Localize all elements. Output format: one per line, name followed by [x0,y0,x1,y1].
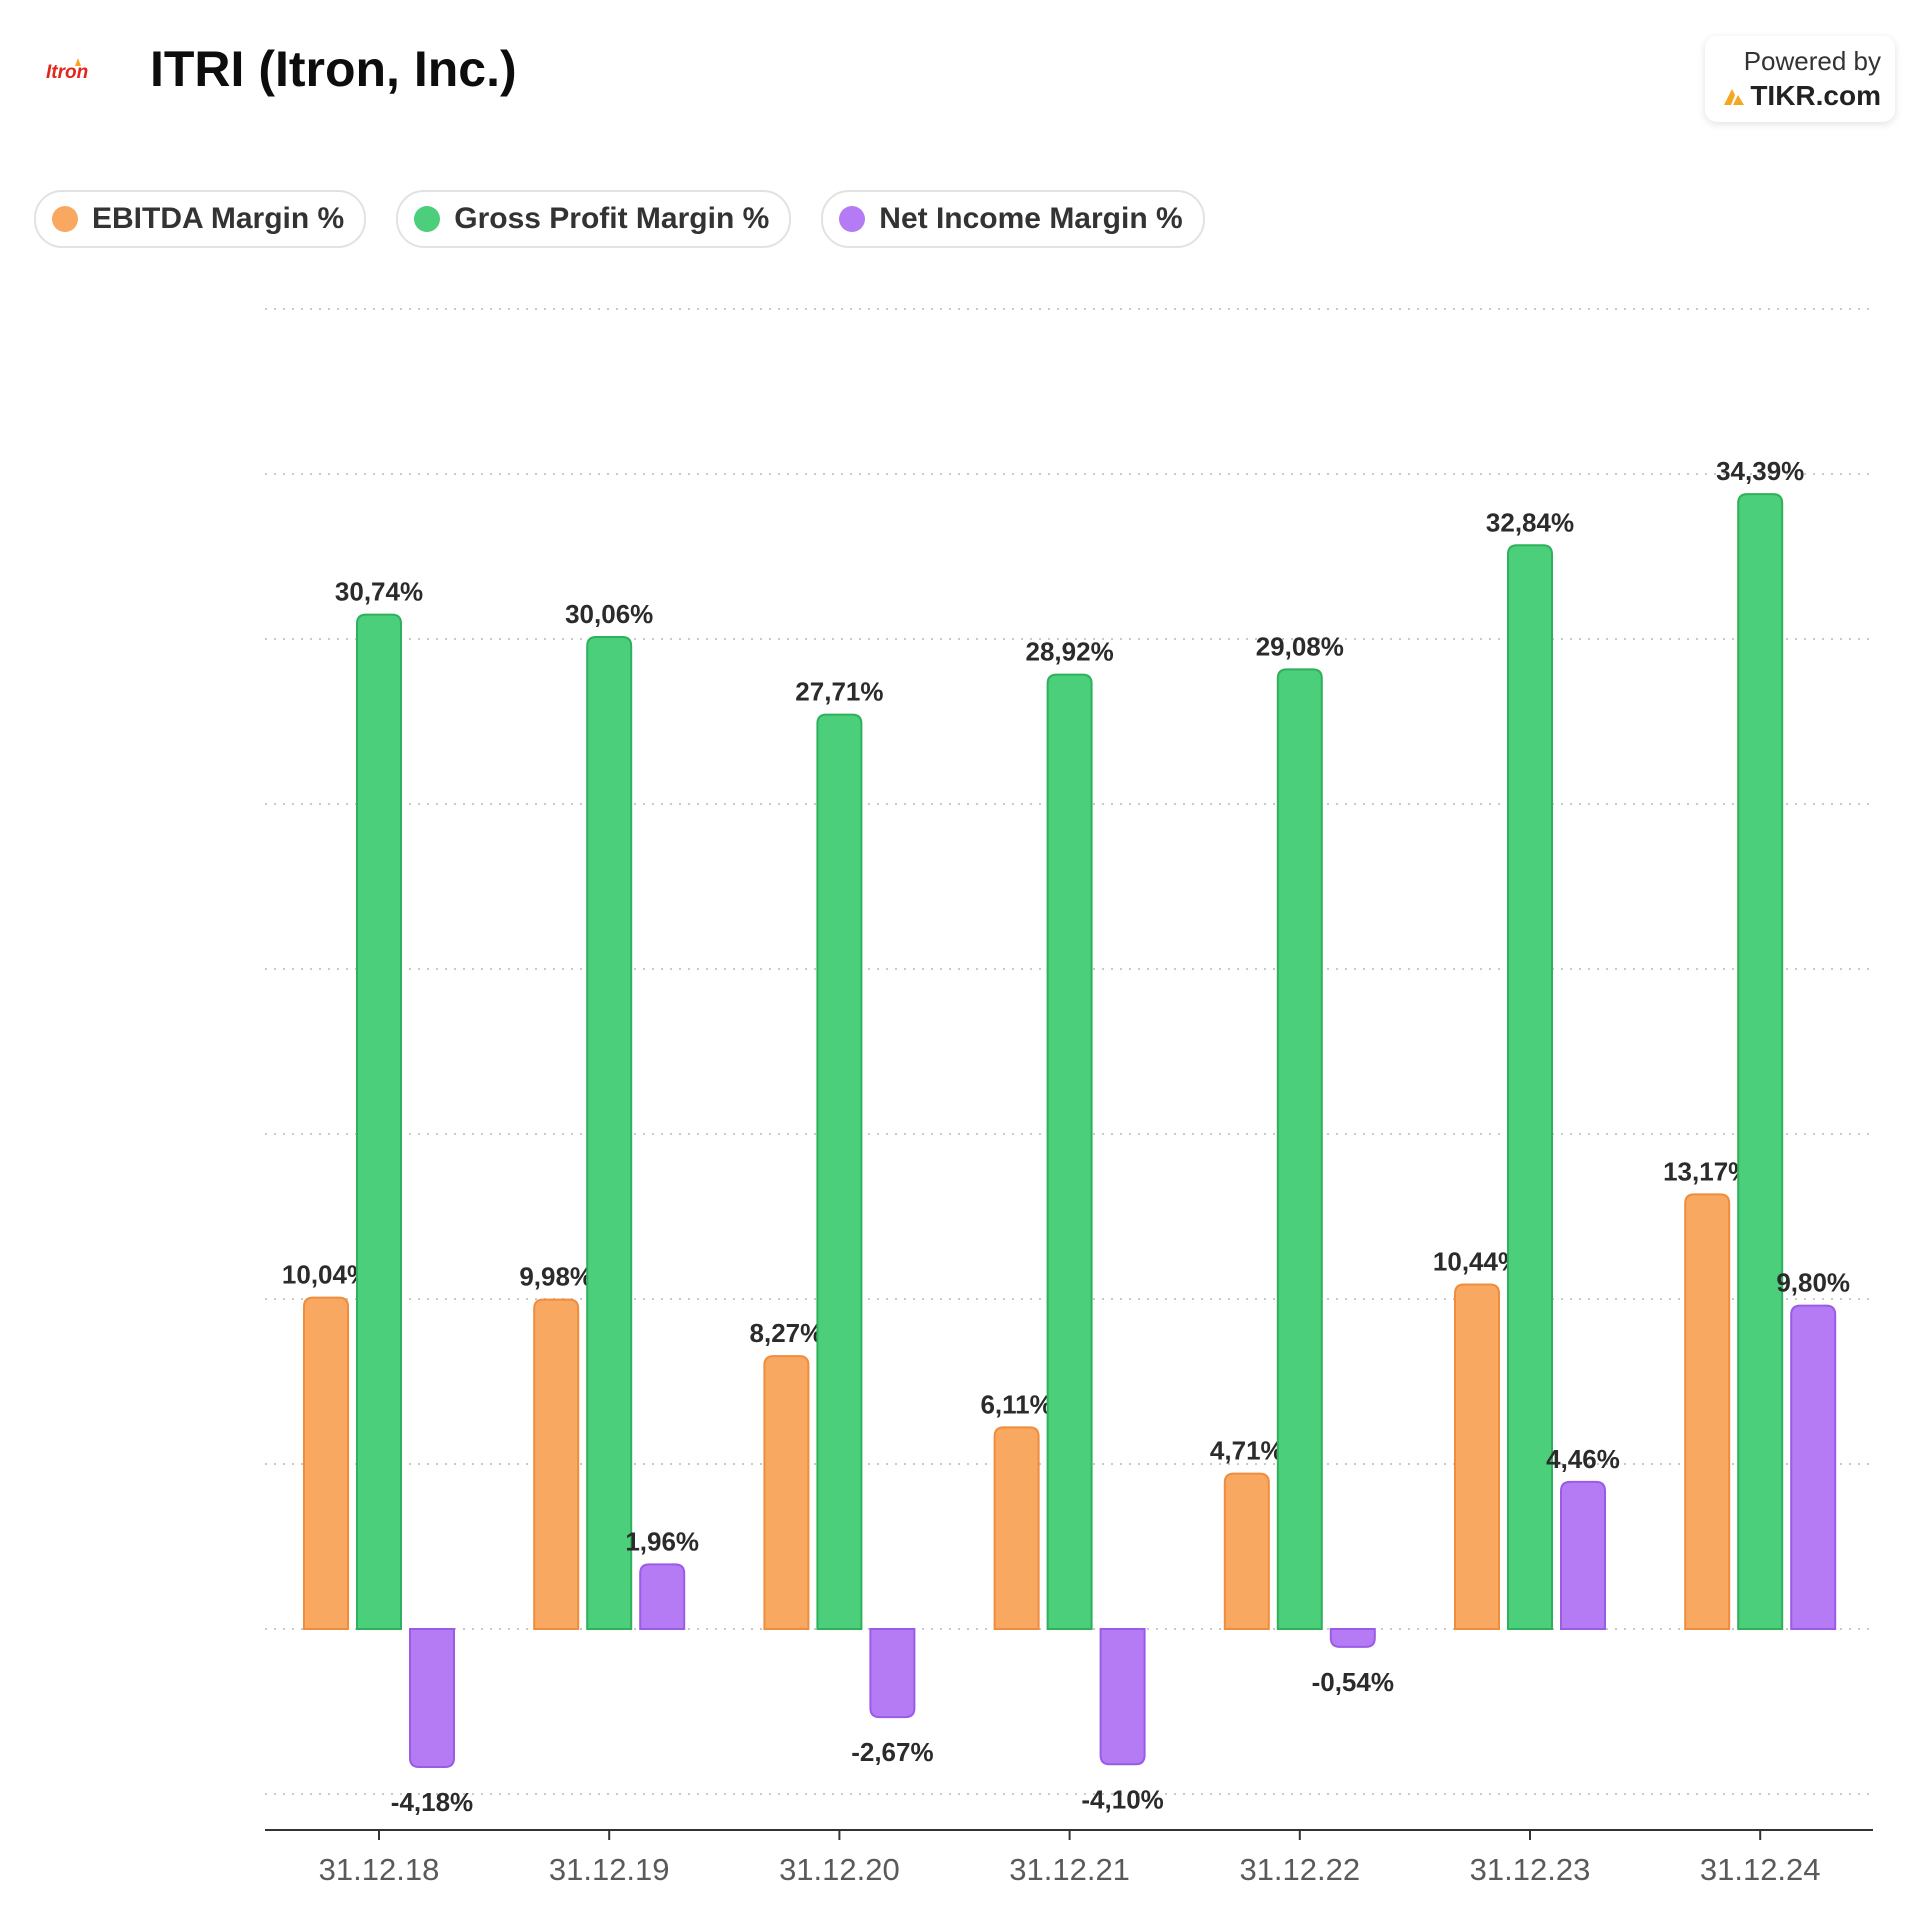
data-label: 30,74% [335,577,423,607]
chart-header: Itron ITRI (Itron, Inc.) Powered by TIKR… [0,0,1920,140]
bar-net-income-margin [1099,1628,1146,1766]
tikr-brand-label: TIKR.com [1750,80,1881,111]
bar-gross-profit-margin [586,636,633,1630]
data-label: 10,44% [1433,1246,1521,1276]
itron-logo: Itron [46,58,88,83]
data-label: 29,08% [1256,631,1344,661]
bar-gross-profit-margin [816,713,863,1630]
data-label: 9,98% [519,1262,593,1292]
bar-gross-profit-margin [1507,544,1553,1630]
bar-ebitda-margin [1454,1283,1500,1630]
bar-ebitda-margin [993,1426,1040,1630]
data-label: 32,84% [1486,507,1574,537]
data-label: 1,96% [625,1526,699,1556]
data-label: 10,04% [282,1260,370,1290]
x-tick-label: 31.12.23 [1470,1852,1591,1887]
legend-item-ebitda-margin[interactable]: EBITDA Margin % [34,190,367,248]
bar-net-income-margin [1560,1480,1606,1630]
bar-net-income-margin [1329,1628,1376,1648]
bar-gross-profit-margin [1046,673,1093,1630]
x-tick-label: 31.12.22 [1239,1852,1360,1887]
data-label: 30,06% [565,599,653,629]
data-label: 4,71% [1210,1436,1284,1466]
powered-by-text: Powered by [1743,46,1881,76]
tikr-logo-icon [1724,89,1745,105]
data-label: 4,46% [1546,1444,1620,1474]
bar-ebitda-margin [533,1298,580,1630]
bar-ebitda-margin [763,1355,810,1630]
legend-dot-ebitda [52,206,78,232]
bar-ebitda-margin [1684,1193,1731,1630]
x-tick-label: 31.12.24 [1700,1852,1821,1887]
bar-gross-profit-margin [1276,668,1323,1630]
data-label: 28,92% [1026,637,1114,667]
bar-net-income-margin [409,1628,455,1768]
bar-ebitda-margin [1223,1472,1270,1630]
x-tick-label: 31.12.20 [779,1852,900,1887]
legend-dot-gross [414,206,441,232]
legend-label-ebitda: EBITDA Margin % [92,202,345,235]
data-label: -4,18% [391,1787,473,1817]
powered-by-badge[interactable]: Powered by TIKR.com [1705,36,1895,122]
bar-net-income-margin [1790,1304,1837,1630]
legend-label-gross: Gross Profit Margin % [454,202,770,235]
chart-legend: EBITDA Margin % Gross Profit Margin % Ne… [34,190,1205,248]
legend-item-gross-profit-margin[interactable]: Gross Profit Margin % [396,190,792,248]
x-tick-label: 31.12.19 [549,1852,670,1887]
data-label: -0,54% [1312,1667,1394,1697]
x-tick-label: 31.12.18 [319,1852,440,1887]
tikr-brand: TIKR.com [1722,80,1881,112]
legend-dot-net [839,206,866,232]
data-label: -2,67% [851,1737,933,1767]
data-label: 9,80% [1776,1268,1850,1298]
data-label: 6,11% [980,1389,1052,1419]
data-label: 13,17% [1663,1156,1751,1186]
bar-gross-profit-margin [1737,493,1784,1630]
legend-label-net: Net Income Margin % [879,202,1183,235]
legend-item-net-income-margin[interactable]: Net Income Margin % [821,190,1205,248]
svg-text:Itron: Itron [46,62,88,83]
data-label: 8,27% [750,1318,824,1348]
chart-title: ITRI (Itron, Inc.) [150,41,517,97]
bar-ebitda-margin [303,1296,349,1630]
bar-gross-profit-margin [356,613,402,1630]
x-tick-label: 31.12.21 [1009,1852,1130,1887]
bar-net-income-margin [639,1563,686,1630]
data-label: 27,71% [795,677,883,707]
bar-net-income-margin [869,1628,916,1719]
data-label: -4,10% [1081,1784,1163,1814]
data-label: 34,39% [1716,456,1804,486]
